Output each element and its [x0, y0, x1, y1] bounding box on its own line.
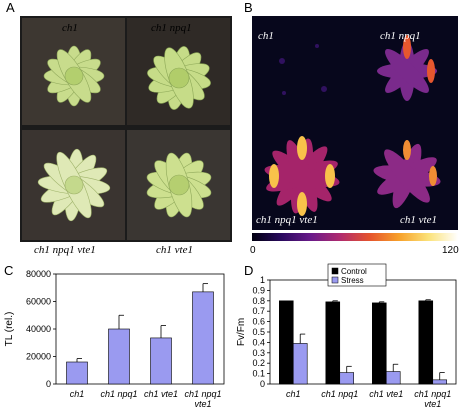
x-category-label: vte1 [424, 399, 441, 409]
bar [150, 337, 172, 385]
bar-control [278, 300, 294, 385]
y-axis-label: TL (rel.) [4, 312, 15, 347]
y-tick-label: 0 [260, 379, 265, 389]
bar-control [325, 301, 341, 385]
fvfm-bar-chart: 00.10.20.30.40.50.60.70.80.91 Fv/Fm Contro… [236, 263, 457, 409]
x-category-label: ch1 npq1 [184, 389, 221, 399]
image-label-ch1-npq1-vte1: ch1 npq1 vte1 [256, 214, 318, 226]
photo-label-ch1: ch1 [62, 22, 78, 34]
bar-stress [339, 372, 354, 385]
y-tick-label: 0.3 [252, 348, 265, 358]
x-category-label: ch1 npq1 [321, 389, 358, 399]
y-tick-label: 0 [46, 379, 51, 389]
panel-a-letter: A [6, 0, 15, 15]
x-category-label: ch1 [286, 389, 301, 399]
x-category-label: ch1 npq1 [100, 389, 137, 399]
luminescence-image-grid: ch1 ch1 npq1 ch1 npq1 vte1 ch1 vte1 [252, 16, 458, 230]
x-category-label: vte1 [194, 399, 211, 409]
legend-swatch [331, 276, 339, 284]
legend-entry: Stress [341, 276, 364, 285]
x-category-label: ch1 vte1 [369, 389, 403, 399]
plant-photo-ch1: ch1 [22, 18, 125, 125]
legend-entry: Control [341, 267, 367, 276]
bar [108, 328, 130, 385]
photo-label-ch1-npq1: ch1 npq1 [151, 22, 192, 34]
y-tick-label: 0.4 [252, 337, 265, 347]
plant-photo-ch1-npq1-vte1 [22, 130, 125, 240]
bar-control [418, 300, 434, 385]
y-tick-label: 0.7 [252, 306, 265, 316]
color-scale-min: 0 [250, 245, 256, 256]
y-tick-label: 0.9 [252, 285, 265, 295]
bar-stress [292, 343, 308, 385]
y-tick-label: 0.5 [252, 327, 265, 337]
panel-d-letter: D [244, 263, 254, 278]
panel-b-letter: B [244, 0, 253, 15]
x-category-label: ch1 [70, 389, 85, 399]
legend-box [327, 263, 387, 287]
bar-stress [385, 371, 401, 385]
legend-swatch [331, 267, 339, 275]
bar-stress [432, 379, 447, 385]
bar [192, 291, 214, 385]
image-label-ch1-npq1: ch1 npq1 [380, 30, 421, 42]
image-label-ch1-vte1: ch1 vte1 [400, 214, 437, 226]
plant-photo-ch1-npq1: ch1 npq1 [127, 18, 230, 125]
y-tick-label: 1 [260, 275, 265, 285]
y-tick-label: 0.2 [252, 358, 265, 368]
x-category-label: ch1 vte1 [144, 389, 178, 399]
color-scale-max: 120 [442, 245, 459, 256]
y-axis-label: Fv/Fm [236, 318, 247, 346]
photo-label-ch1-npq1-vte1: ch1 npq1 vte1 [34, 244, 96, 256]
y-tick-label: 80000 [26, 269, 51, 279]
plant-photo-grid: ch1 ch1 npq1 [20, 16, 232, 242]
y-tick-label: 0.8 [252, 296, 265, 306]
y-tick-label: 0.6 [252, 317, 265, 327]
plant-photo-ch1-vte1 [127, 130, 230, 240]
luminescence-images [252, 16, 458, 230]
x-category-label: ch1 npq1 [414, 389, 451, 399]
y-tick-label: 0.1 [252, 369, 265, 379]
tl-bar-chart: 0 20000 40000 60000 80000 TL (rel.) ch1 ch1 npq… [4, 269, 225, 409]
photo-label-ch1-vte1: ch1 vte1 [156, 244, 193, 256]
image-label-ch1: ch1 [258, 30, 274, 42]
bar-control [372, 302, 387, 385]
y-tick-label: 20000 [26, 352, 51, 362]
panel-c-letter: C [4, 263, 14, 278]
y-tick-label: 60000 [26, 297, 51, 307]
bar [66, 361, 88, 385]
y-tick-label: 40000 [26, 324, 51, 334]
color-scale-bar [252, 233, 458, 241]
